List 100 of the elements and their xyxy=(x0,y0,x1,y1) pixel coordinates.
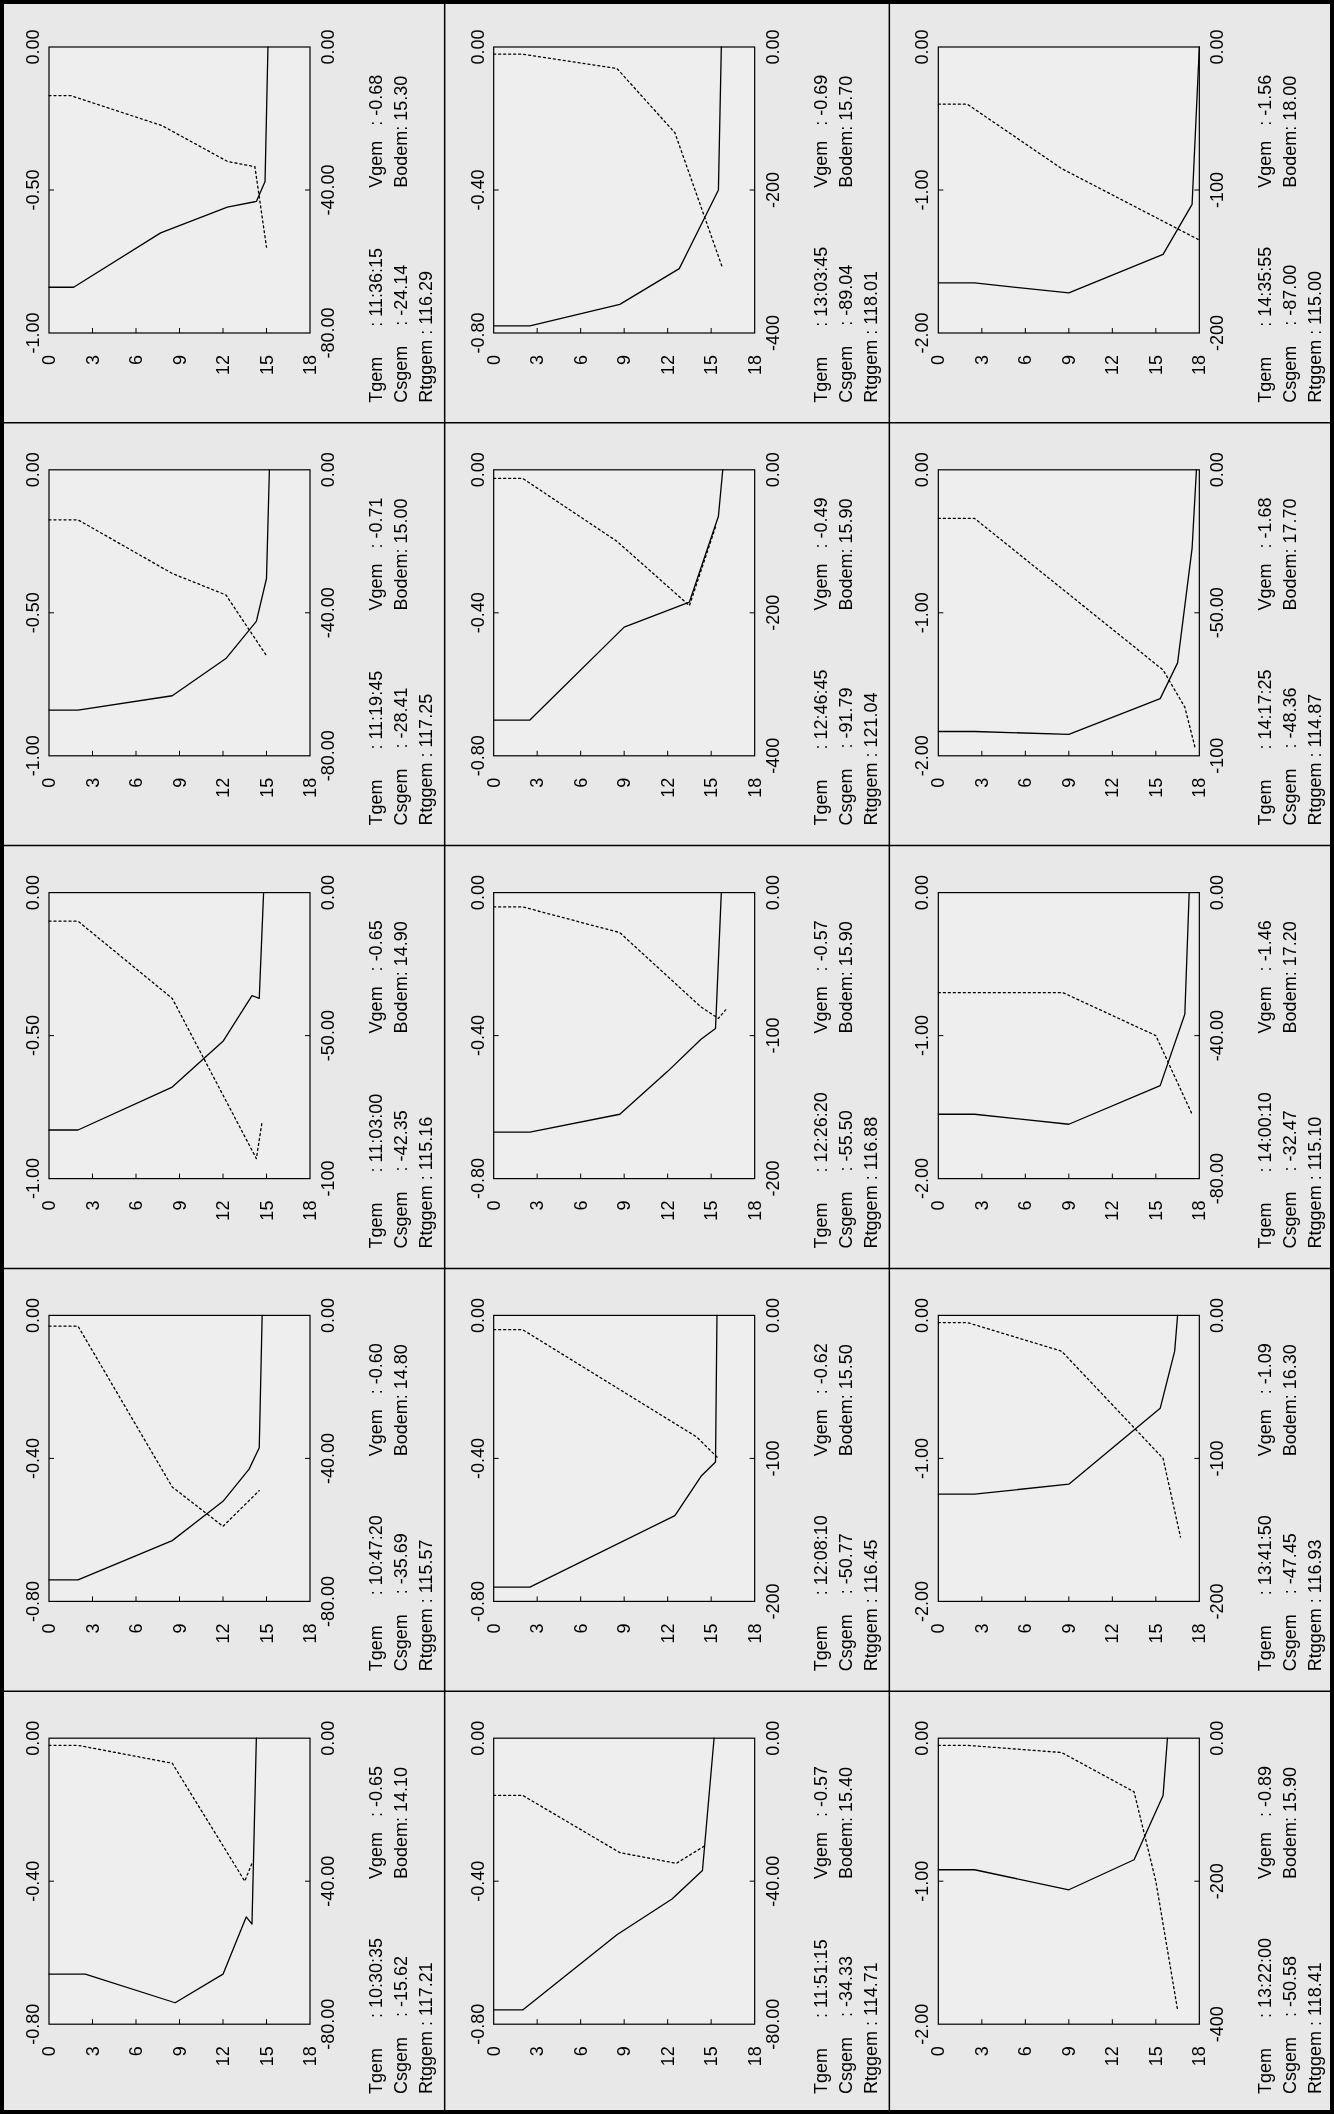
text: Csgem : -35.69 xyxy=(391,1533,411,1672)
x-tick-label: 15 xyxy=(701,1200,722,1221)
x-tick-label: 3 xyxy=(527,355,548,366)
x-tick-label: 3 xyxy=(527,777,548,788)
x-tick-label: 0 xyxy=(928,1200,949,1211)
text: Rtggem : 115.00 xyxy=(1305,271,1326,403)
text: Vgem : -0.89 xyxy=(1255,1765,1276,1879)
x-tick-label: 6 xyxy=(570,2046,591,2057)
y2-tick-label: 0.00 xyxy=(1207,875,1228,911)
text: Vgem : -0.68 xyxy=(366,74,386,188)
x-tick-label: 0 xyxy=(39,777,59,788)
y2-tick-label: -40.00 xyxy=(318,164,338,216)
x-tick-label: 6 xyxy=(1015,2046,1036,2057)
y2-tick-label: 0.00 xyxy=(318,29,338,65)
y2-tick-label: -400 xyxy=(762,737,783,774)
x-tick-label: 0 xyxy=(483,2046,504,2057)
x-tick-label: 9 xyxy=(614,355,635,366)
x-tick-label: 18 xyxy=(1189,1200,1210,1221)
y-tick-label: -0.50 xyxy=(23,1015,43,1057)
y-tick-label: -1.00 xyxy=(23,1158,43,1200)
text: Csgem : -32.47 xyxy=(1280,1110,1301,1249)
text: Bodem: 15.90 xyxy=(835,921,856,1034)
y-tick-label: -1.00 xyxy=(23,735,43,777)
text: Tgem : 12:46:45 xyxy=(810,669,831,826)
y2-tick-label: -200 xyxy=(1207,314,1228,352)
text: Tgem : 11:36:15 xyxy=(366,248,386,403)
y-tick-label: -1.00 xyxy=(912,1015,933,1057)
y-tick-label: -0.40 xyxy=(467,1437,488,1479)
x-tick-label: 15 xyxy=(701,355,722,376)
y2-tick-label: -80.00 xyxy=(318,730,338,782)
text: Vgem : -0.60 xyxy=(366,1343,386,1457)
x-tick-label: 3 xyxy=(971,1623,992,1634)
y-tick-label: -2.00 xyxy=(912,312,933,354)
text: Tgem : 11:51:15 xyxy=(810,1939,831,2094)
x-tick-label: 6 xyxy=(1015,355,1036,366)
y2-tick-label: 0.00 xyxy=(762,452,783,488)
text: Rtggem : 118.41 xyxy=(1305,1962,1326,2094)
text: Bodem: 18.00 xyxy=(1280,75,1301,188)
y-tick-label: -0.80 xyxy=(467,2003,488,2045)
y-tick-label: -1.00 xyxy=(23,312,43,354)
y2-tick-label: -100 xyxy=(1207,1440,1228,1477)
x-tick-label: 12 xyxy=(1102,1623,1123,1644)
x-tick-label: 3 xyxy=(527,1623,548,1634)
x-tick-label: 15 xyxy=(1145,2046,1166,2067)
y-tick-label: 0.00 xyxy=(467,1297,488,1333)
y2-tick-label: 0.00 xyxy=(318,1720,338,1756)
text: Rtggem : 114.71 xyxy=(860,1962,881,2094)
y-tick-label: -0.80 xyxy=(467,1158,488,1200)
y2-tick-label: 0.00 xyxy=(1207,452,1228,488)
x-tick-label: 3 xyxy=(82,1623,103,1634)
x-tick-label: 9 xyxy=(614,1623,635,1634)
text: Bodem: 15.30 xyxy=(391,75,411,188)
y-tick-label: 0.00 xyxy=(467,1720,488,1756)
text: Tgem : 11:19:45 xyxy=(366,670,386,826)
y-tick-label: -1.00 xyxy=(912,1437,933,1479)
y-tick-label: 0.00 xyxy=(912,875,933,911)
y-tick-label: 0.00 xyxy=(23,1720,43,1756)
text: Tgem : 13:41:50 xyxy=(1255,1515,1276,1672)
y2-tick-label: -200 xyxy=(1207,1863,1228,1900)
y-tick-label: 0.00 xyxy=(467,452,488,488)
x-tick-label: 12 xyxy=(657,777,678,798)
x-tick-label: 9 xyxy=(169,1623,190,1634)
x-tick-label: 18 xyxy=(1189,777,1210,798)
x-tick-label: 3 xyxy=(82,2046,103,2057)
x-tick-label: 12 xyxy=(1102,355,1123,376)
x-tick-label: 6 xyxy=(126,1200,146,1211)
text: Bodem: 14.10 xyxy=(391,1766,411,1879)
y2-tick-label: -40.00 xyxy=(318,1855,338,1907)
x-tick-label: 6 xyxy=(126,355,146,366)
x-tick-label: 6 xyxy=(1015,1200,1036,1211)
text: Csgem : -42.35 xyxy=(391,1110,411,1249)
y-tick-label: -2.00 xyxy=(912,1580,933,1622)
x-tick-label: 0 xyxy=(928,777,949,788)
text: Csgem : -87.00 xyxy=(1280,264,1301,403)
y2-tick-label: -40.00 xyxy=(318,1432,338,1484)
y2-tick-label: -100 xyxy=(762,1440,783,1477)
x-tick-label: 3 xyxy=(971,1200,992,1211)
y2-tick-label: -50.00 xyxy=(318,1010,338,1062)
x-tick-label: 3 xyxy=(82,1200,103,1211)
x-tick-label: 15 xyxy=(1145,1623,1166,1644)
text: Csgem : -34.33 xyxy=(835,1955,856,2094)
text: Vgem : -0.71 xyxy=(366,497,386,611)
x-tick-label: 3 xyxy=(971,2046,992,2057)
text: Rtggem : 115.57 xyxy=(416,1539,436,1672)
x-tick-label: 18 xyxy=(1189,355,1210,376)
x-tick-label: 12 xyxy=(213,2046,233,2067)
x-tick-label: 3 xyxy=(82,355,103,366)
y-tick-label: 0.00 xyxy=(23,1297,43,1333)
x-tick-label: 9 xyxy=(169,2046,190,2057)
x-tick-label: 12 xyxy=(657,2046,678,2067)
text: Bodem: 17.70 xyxy=(1280,498,1301,611)
y2-tick-label: 0.00 xyxy=(1207,1720,1228,1756)
y-tick-label: -0.40 xyxy=(467,169,488,211)
x-tick-label: 0 xyxy=(483,777,504,788)
y-tick-label: -0.40 xyxy=(23,1437,43,1479)
text: Vgem : -0.69 xyxy=(810,74,831,188)
text: Rtggem : 118.01 xyxy=(860,271,881,403)
y-tick-label: -0.80 xyxy=(23,2003,43,2045)
text: Tgem : 14:00:10 xyxy=(1255,1092,1276,1249)
text: Tgem : 12:08:10 xyxy=(810,1515,831,1672)
